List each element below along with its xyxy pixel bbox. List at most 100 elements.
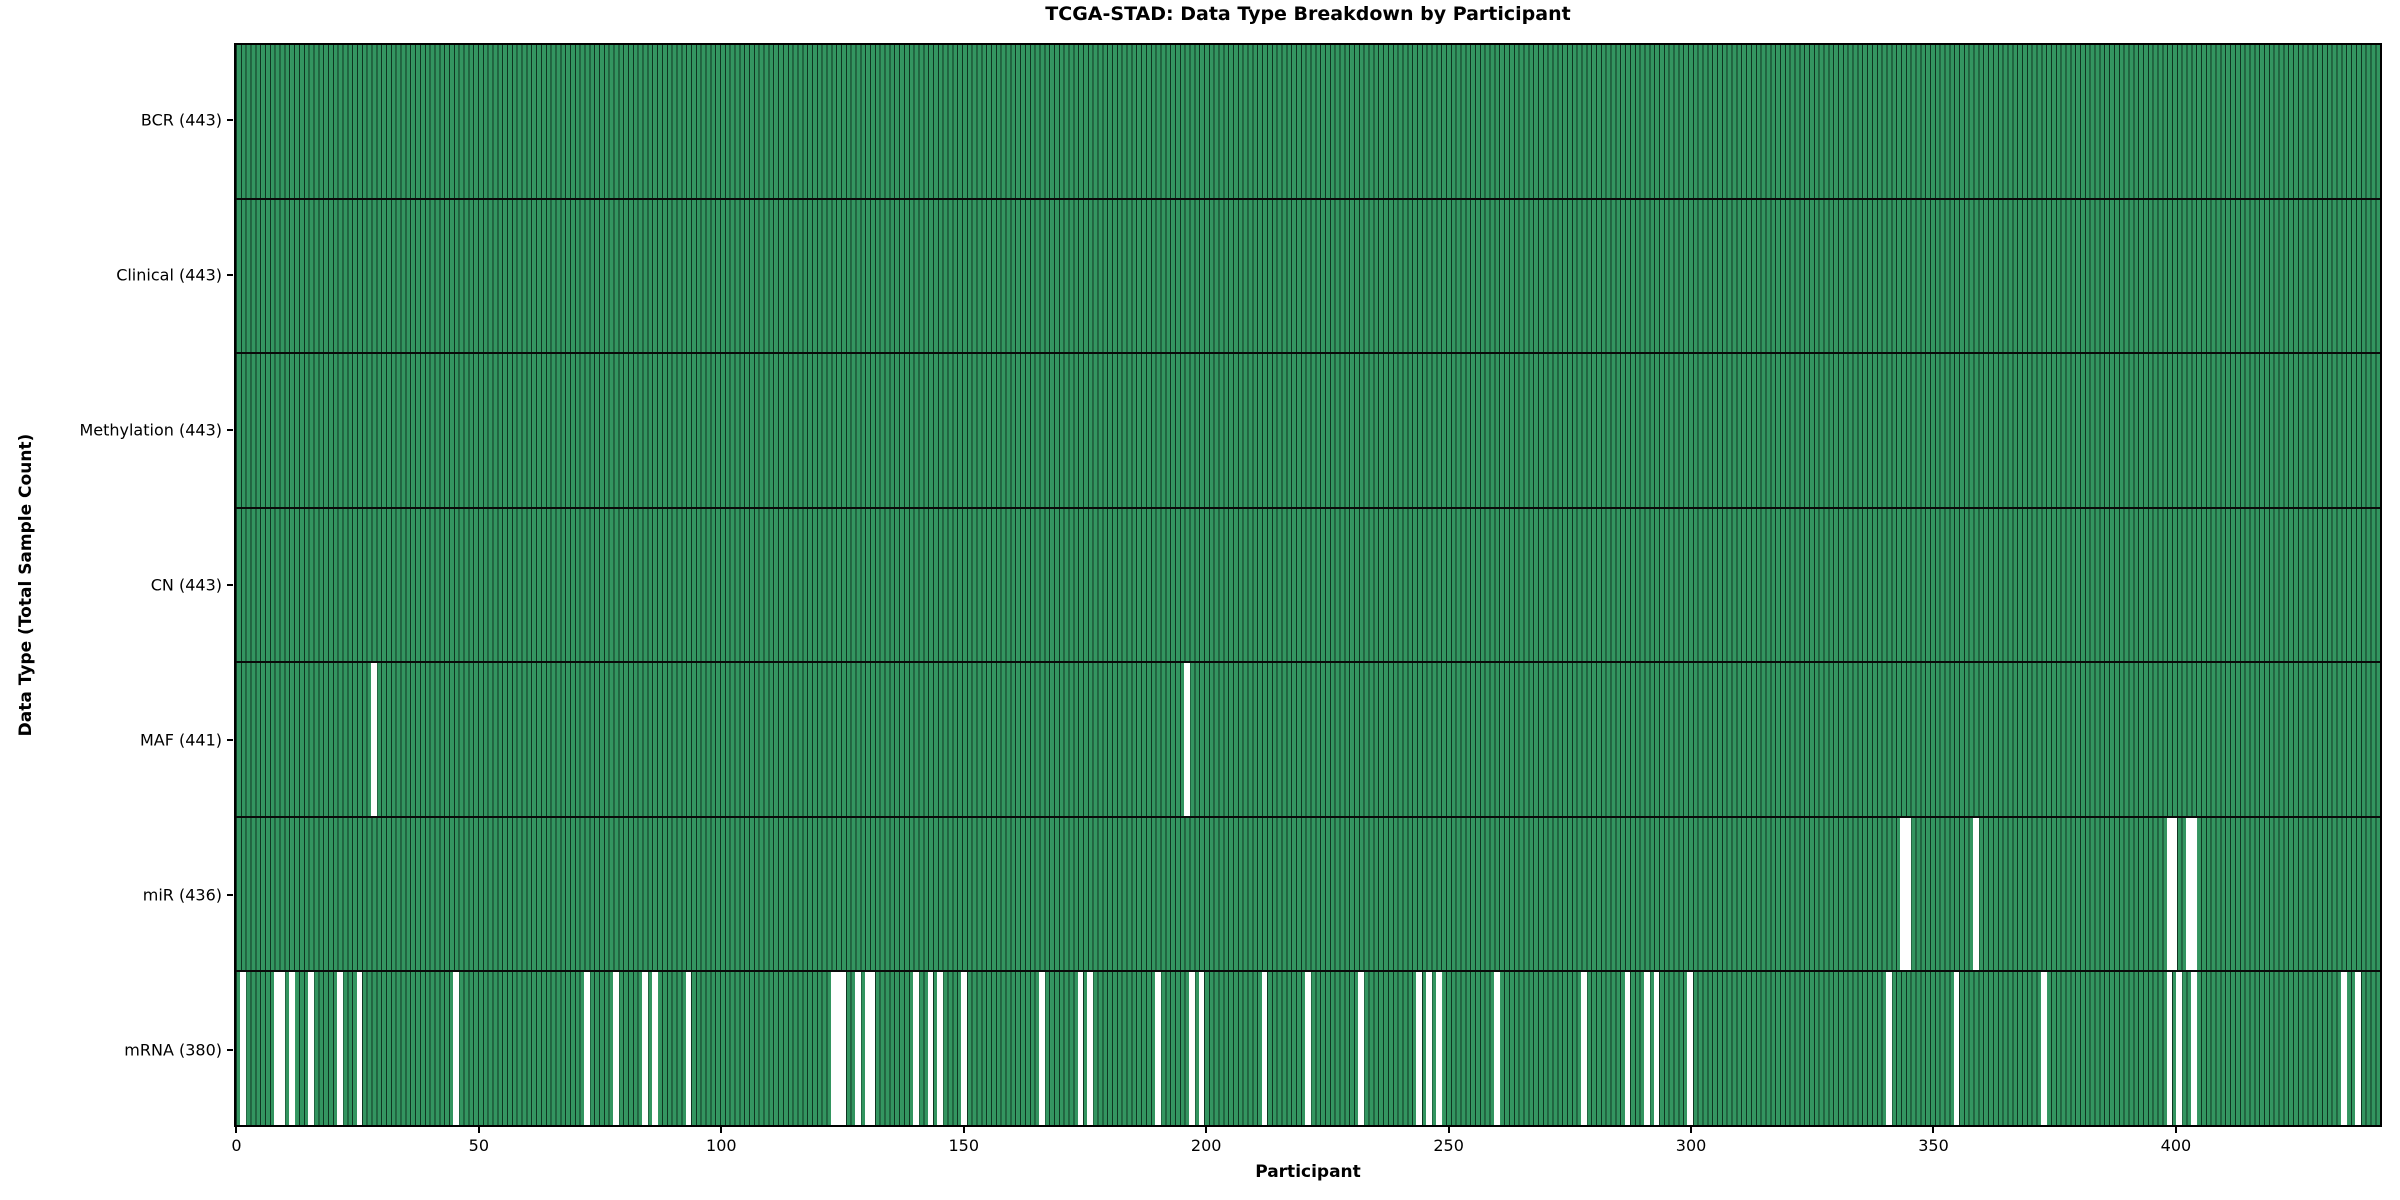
y-tick-mark <box>227 738 233 741</box>
heatmap-row-Clinical <box>236 199 2380 355</box>
x-tick-mark <box>477 1127 480 1133</box>
y-tick-label: BCR (443) <box>140 110 222 130</box>
absent-bar <box>279 972 285 1126</box>
absent-bar <box>2185 817 2192 971</box>
absent-bar <box>453 972 460 1126</box>
absent-bar <box>1198 972 1205 1126</box>
heatmap-row-CN <box>236 508 2380 664</box>
y-tick-label: CN (443) <box>150 575 222 595</box>
y-tick-label: Clinical (443) <box>116 265 222 285</box>
absent-bar <box>371 663 377 816</box>
absent-bar <box>961 972 968 1126</box>
absent-bar <box>2190 817 2197 971</box>
heatmap-row-Methylation <box>236 354 2380 509</box>
absent-bar <box>613 972 619 1126</box>
x-tick-label: 200 <box>1190 1136 1222 1155</box>
heatmap-row-BCR <box>236 45 2380 200</box>
absent-bar <box>2190 972 2197 1126</box>
absent-bar <box>288 972 295 1126</box>
absent-bar <box>1493 972 1500 1126</box>
absent-bar <box>1580 972 1587 1126</box>
absent-bar <box>1953 972 1960 1126</box>
y-tick-mark <box>227 893 233 896</box>
x-axis-title: Participant <box>1255 1162 1361 1182</box>
y-tick-label: Methylation (443) <box>79 420 222 440</box>
x-tick-mark <box>1447 1127 1450 1133</box>
y-tick-mark <box>227 584 233 586</box>
absent-bar <box>1653 972 1660 1126</box>
absent-bar <box>2171 817 2178 971</box>
x-tick-label: 300 <box>1675 1136 1707 1155</box>
x-tick-label: 350 <box>1918 1136 1949 1155</box>
absent-bar <box>927 972 934 1126</box>
absent-bar <box>1900 817 1907 971</box>
absent-bar <box>830 972 837 1126</box>
y-tick-mark <box>227 119 233 122</box>
x-tick-mark <box>1690 1127 1693 1133</box>
x-tick-label: 0 <box>231 1136 242 1155</box>
absent-bar <box>1188 972 1195 1126</box>
absent-bar <box>1184 663 1190 816</box>
chart-title: TCGA-STAD: Data Type Breakdown by Partic… <box>1045 3 1571 25</box>
absent-bar <box>1426 972 1432 1126</box>
absent-bar <box>1972 817 1979 971</box>
y-axis-labels: BCR (443) Clinical (443) Methylation (443)… <box>0 43 222 1127</box>
y-tick-mark <box>227 1048 233 1051</box>
x-tick-mark <box>1932 1127 1935 1133</box>
absent-bar <box>869 972 876 1126</box>
absent-bar <box>1305 972 1311 1126</box>
absent-bar <box>1077 972 1084 1126</box>
absent-bar <box>240 972 247 1126</box>
y-tick-label: MAF (441) <box>139 730 222 750</box>
absent-bar <box>1087 972 1094 1126</box>
x-tick-mark <box>962 1127 965 1133</box>
absent-bar <box>356 972 363 1126</box>
x-tick-mark <box>2174 1127 2177 1133</box>
absent-bar <box>1358 972 1365 1126</box>
y-tick-label: mRNA (380) <box>124 1040 222 1060</box>
absent-bar <box>2166 817 2173 971</box>
absent-bar <box>583 972 590 1126</box>
y-tick-mark <box>227 274 233 277</box>
absent-bar <box>937 972 944 1126</box>
x-tick-label: 50 <box>468 1136 490 1155</box>
absent-bar <box>835 972 842 1126</box>
x-tick-mark <box>235 1127 238 1133</box>
absent-bar <box>1624 972 1631 1126</box>
x-tick-mark <box>1205 1127 1208 1133</box>
plot-area: PresentAbsent <box>234 43 2382 1127</box>
x-axis: 0 50 100 150 200 250 300 350 400 <box>231 1127 2382 1167</box>
absent-bar <box>308 972 314 1126</box>
heatmap-row-miR <box>236 817 2380 973</box>
absent-bar <box>1435 972 1442 1126</box>
heatmap-row-mRNA <box>236 972 2380 1126</box>
absent-bar <box>2340 972 2347 1126</box>
absent-bar <box>913 972 919 1126</box>
absent-bar <box>337 972 343 1126</box>
absent-bar <box>2040 972 2047 1126</box>
absent-bar <box>1885 972 1892 1126</box>
absent-bar <box>840 972 847 1126</box>
y-tick-mark <box>227 429 233 432</box>
absent-bar <box>1687 972 1694 1126</box>
y-axis-tick-marks <box>0 43 234 1127</box>
x-tick-label: 250 <box>1433 1136 1464 1155</box>
absent-bar <box>864 972 871 1126</box>
absent-bar <box>274 972 281 1126</box>
x-tick-label: 400 <box>2160 1136 2192 1155</box>
x-tick-label: 150 <box>948 1136 980 1155</box>
absent-bar <box>1643 972 1650 1126</box>
heatmap-row-MAF <box>236 663 2380 818</box>
absent-bar <box>642 972 648 1126</box>
absent-bar <box>685 972 692 1126</box>
absent-bar <box>1416 972 1423 1126</box>
x-tick-mark <box>720 1127 723 1133</box>
absent-bar <box>1261 972 1268 1126</box>
y-tick-label: miR (436) <box>142 885 222 905</box>
absent-bar <box>2355 972 2362 1126</box>
absent-bar <box>2176 972 2183 1126</box>
absent-bar <box>2166 972 2173 1126</box>
x-tick-label: 100 <box>706 1136 737 1155</box>
absent-bar <box>1038 972 1045 1126</box>
